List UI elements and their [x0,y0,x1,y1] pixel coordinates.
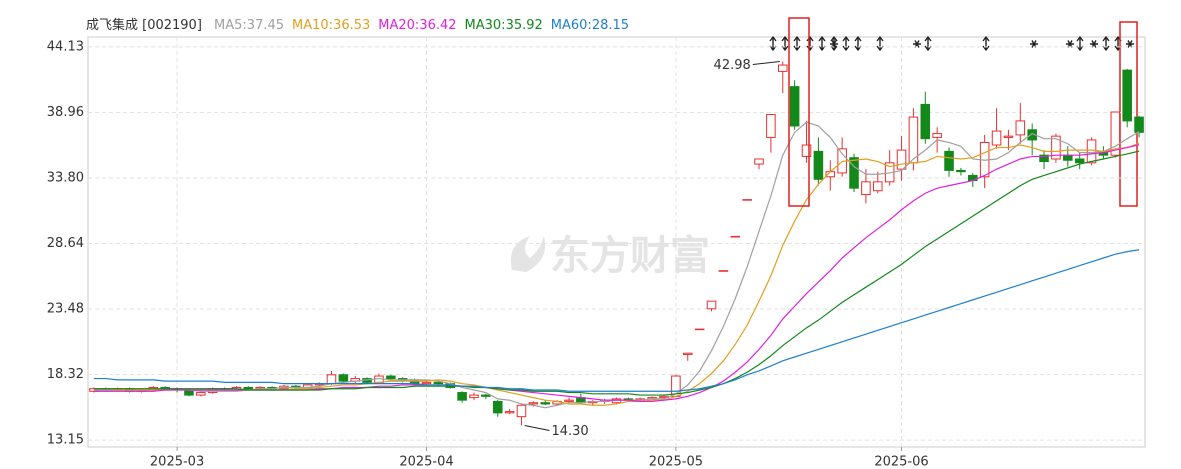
signal-star [1090,40,1098,48]
legend: 成飞集成 [002190] MA5:37.45 MA10:36.53 MA20:36… [86,14,637,33]
signal-arrow [806,35,814,52]
plot-frame [87,36,1146,448]
signal-arrow [1076,35,1084,52]
candle-body [1134,116,1144,133]
annotation-label: 42.98 [714,58,751,73]
y-tick-label: 18.32 [47,367,84,382]
signal-arrow [854,35,862,52]
candle-body [861,181,871,196]
legend-entry: MA5:37.45 [214,18,285,33]
signal-arrow [876,35,884,52]
candle-body [1110,111,1121,156]
candle-body [789,86,800,127]
candles [89,61,1144,426]
candle-body [1122,69,1132,122]
y-tick-label: 44.13 [47,39,84,54]
candle-body [896,149,907,170]
candle-body [956,169,966,173]
legend-entry: MA60:28.15 [550,18,630,33]
candle-body [1003,135,1014,138]
signal-arrow [982,35,990,52]
ma-line [93,150,1140,396]
legend-entry: MA20:36.42 [378,18,457,33]
candle-body [754,158,764,165]
candle-body [492,400,503,414]
candle-body [1039,154,1049,163]
signal-markers [769,35,1134,52]
signal-star [913,40,921,48]
x-tick-label: 2025-03 [150,455,204,469]
x-tick-label: 2025-04 [399,455,453,469]
candle-body [326,374,337,385]
candle-body [908,116,919,164]
candle-body [742,199,752,201]
candle-body [338,374,349,382]
candle-body [730,235,741,238]
candle-body [920,103,931,140]
candle-body [801,144,812,157]
candle-body [504,411,515,414]
signal-arrow [842,35,850,52]
candle-body [706,300,717,310]
candle-body [849,157,859,189]
candle-body [469,394,479,399]
legend-entry: MA10:36.53 [292,18,371,33]
y-tick-label: 38.96 [47,105,84,120]
candle-body [540,402,551,405]
watermark: 东方财富 [550,233,710,279]
signal-star [1030,40,1038,48]
signal-arrow [818,35,826,52]
candle-body [718,270,729,272]
candle-body [1063,154,1073,161]
candle-body [813,150,824,180]
annotation-arrow [524,425,550,432]
watermark-logo [510,236,546,272]
y-tick-label: 28.64 [47,236,84,251]
annotation-arrow [752,61,780,65]
candle-body [1074,158,1085,164]
y-tick-label: 13.15 [47,433,84,448]
candle-body [991,130,1002,146]
candle-body [682,352,693,355]
signal-arrow [769,35,777,52]
candle-body [564,399,574,402]
y-tick-label: 33.80 [47,171,84,186]
candle-body [421,381,432,385]
y-tick-label: 23.48 [47,302,84,317]
candle-body [694,328,705,331]
signal-star [1066,40,1074,48]
x-tick-label: 2025-06 [874,455,928,469]
highlight-box [788,17,810,207]
candle-body [243,386,254,390]
annotation-label: 14.30 [551,424,588,439]
candle-body [433,381,444,385]
candle-body [516,404,527,418]
candle-body [457,392,467,401]
candle-body [528,402,539,405]
signal-arrow [793,35,801,52]
candle-body [766,114,776,138]
signal-star [1126,40,1134,48]
candle-body [944,150,954,171]
ma-line [93,249,1140,392]
legend-entry: MA30:35.92 [464,18,543,33]
x-tick-label: 2025-05 [649,455,703,469]
candle-body [932,133,942,138]
signal-arrow [781,35,789,52]
stock-title: 成飞集成 [002190] [86,18,202,33]
signal-arrow [1102,35,1110,52]
candle-body [386,375,396,380]
candle-body [196,392,206,396]
candle-body [777,64,788,72]
candle-body [1015,120,1026,136]
signal-arrow [924,35,932,52]
candle-body [873,181,883,192]
candle-body [1051,135,1061,160]
candle-body [481,394,491,397]
candle-body [1086,139,1097,164]
signal-star [830,40,838,48]
